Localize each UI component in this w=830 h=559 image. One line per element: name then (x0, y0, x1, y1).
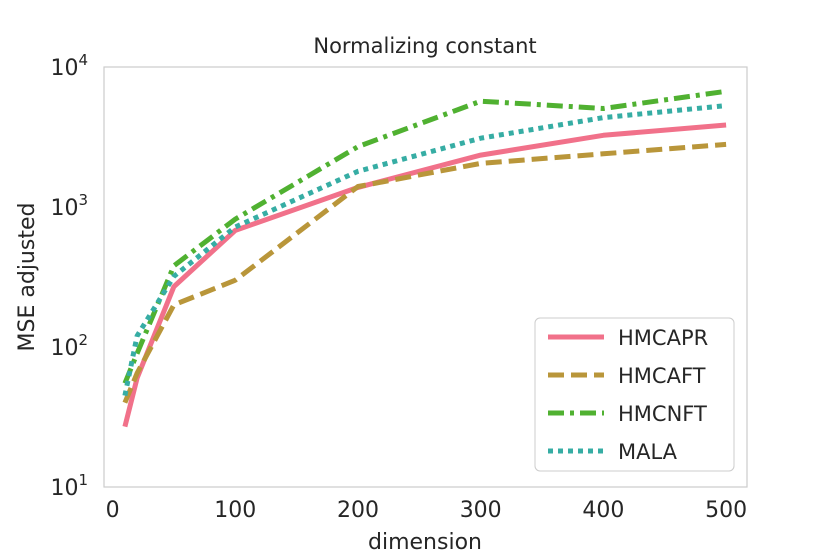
chart-title: Normalizing constant (313, 34, 536, 58)
series-line-hmcnft (122, 88, 727, 385)
x-tick-label: 200 (337, 498, 379, 523)
x-tick-label: 0 (106, 498, 120, 523)
x-tick-label: 300 (460, 498, 502, 523)
x-tick-label: 500 (705, 498, 747, 523)
series-line-hmcapr (122, 122, 727, 428)
legend-label-hmcnft: HMCNFT (618, 402, 707, 426)
plot-frame (103, 66, 748, 488)
series-layer (122, 88, 727, 428)
y-tick-label: 104 (50, 51, 88, 81)
x-tick-label: 400 (582, 498, 624, 523)
x-tick-labels: 0 100 200 300 400 500 (106, 498, 747, 523)
y-tick-label: 103 (50, 191, 88, 221)
legend-label-mala: MALA (618, 440, 678, 464)
legend-label-hmcaft: HMCAFT (618, 364, 706, 388)
y-tick-label: 101 (50, 471, 88, 501)
series-line-mala (122, 103, 727, 397)
x-tick-label: 100 (214, 498, 256, 523)
y-tick-labels: 101 102 103 104 (50, 51, 88, 501)
legend: HMCAPR HMCAFT HMCNFT MALA (534, 317, 735, 472)
legend-box (534, 317, 735, 472)
x-axis-label: dimension (368, 530, 482, 554)
y-axis-label: MSE adjusted (15, 203, 40, 352)
y-tick-label: 102 (50, 331, 88, 361)
series-line-hmcaft (122, 141, 727, 404)
legend-label-hmcapr: HMCAPR (618, 326, 708, 350)
